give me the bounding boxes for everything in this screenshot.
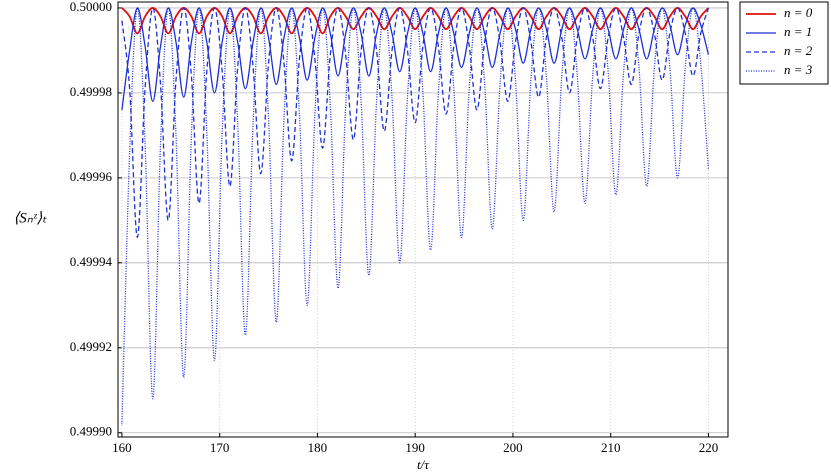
x-tick-label: 200	[503, 440, 523, 455]
plot-lines	[121, 7, 710, 425]
y-axis-label: ⟨Sₙᶻ⟩ₜ	[13, 210, 47, 226]
x-tick-label: 220	[699, 440, 719, 455]
y-tick-label: 0.49996	[70, 169, 113, 184]
y-tick-label: 0.49992	[70, 339, 112, 354]
grid	[118, 2, 728, 437]
x-tick-label: 210	[601, 440, 621, 455]
plot-frame	[117, 1, 729, 438]
series-line	[121, 7, 710, 238]
y-tick-label: 0.49994	[70, 254, 113, 269]
x-tick-label: 180	[308, 440, 328, 455]
series-line	[121, 7, 710, 110]
y-tick-label: 0.49998	[70, 84, 112, 99]
y-tick-label: 0.50000	[70, 0, 112, 14]
legend-label: n = 0	[784, 5, 813, 20]
legend: n = 0 n = 1 n = 2 n = 3	[739, 1, 829, 85]
x-tick-label: 160	[112, 440, 132, 455]
legend-box	[739, 1, 829, 85]
x-axis-label: t/τ	[417, 457, 430, 472]
series-line	[121, 7, 710, 35]
legend-label: n = 3	[784, 62, 813, 77]
y-tick-label: 0.49990	[70, 424, 112, 439]
x-tick-label: 170	[210, 440, 230, 455]
x-tick-label: 190	[405, 440, 425, 455]
legend-label: n = 2	[784, 43, 813, 58]
legend-label: n = 1	[784, 24, 812, 39]
